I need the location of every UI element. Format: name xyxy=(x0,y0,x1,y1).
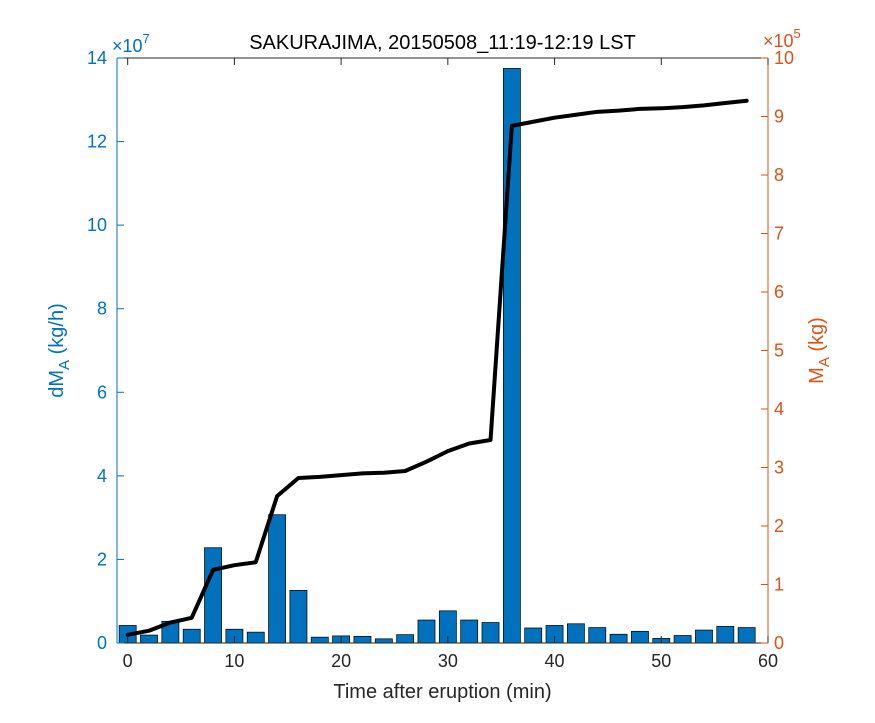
y-right-tick-label: 10 xyxy=(774,48,794,68)
y-left-tick-label: 8 xyxy=(97,299,107,319)
y-left-multiplier-exponent: 7 xyxy=(143,31,150,46)
x-tick-label: 60 xyxy=(758,651,778,671)
y-right-tick-label: 9 xyxy=(774,107,784,127)
bar xyxy=(204,547,222,644)
cumulative-mass-line xyxy=(125,98,749,637)
bar xyxy=(716,625,735,644)
bar xyxy=(374,638,393,644)
y-right-axis-label-unit: (kg) xyxy=(806,317,828,357)
y-right-tick-label: 2 xyxy=(774,516,784,536)
bar xyxy=(460,619,479,644)
y-left-tick-label: 12 xyxy=(87,132,107,152)
x-tick-label: 0 xyxy=(123,651,133,671)
bar xyxy=(353,635,372,644)
x-tick-label: 40 xyxy=(545,651,565,671)
bar xyxy=(695,629,713,644)
y-left-tick-label: 6 xyxy=(97,382,107,402)
y-left-tick-label: 14 xyxy=(87,48,107,68)
bar xyxy=(588,627,607,644)
bar xyxy=(609,633,628,644)
bar xyxy=(396,634,415,644)
y-left-axis-label-subscript: A xyxy=(56,360,73,370)
y-left-axis-label-main: dM xyxy=(46,370,68,398)
x-axis-label: Time after eruption (min) xyxy=(333,681,551,703)
y-right-tick-label: 4 xyxy=(774,399,784,419)
bar xyxy=(417,619,436,644)
y-right-tick-label: 7 xyxy=(774,224,784,244)
y-left-tick-label: 10 xyxy=(87,215,107,235)
y-right-tick-label: 3 xyxy=(774,458,784,478)
y-left-tick-label: 4 xyxy=(97,466,107,486)
y-left-tick-label: 0 xyxy=(97,633,107,653)
bar xyxy=(673,635,692,644)
bar xyxy=(140,634,158,644)
bar xyxy=(737,627,756,644)
bar xyxy=(481,622,500,644)
x-tick-label: 10 xyxy=(224,651,244,671)
bar xyxy=(310,636,329,644)
y-right-axis-label-subscript: A xyxy=(816,357,833,367)
x-tick-label: 30 xyxy=(438,651,458,671)
bar xyxy=(524,627,543,644)
y-left-axis-label-unit: (kg/h) xyxy=(46,303,68,360)
y-left-multiplier: ×107 xyxy=(112,31,150,56)
y-right-tick-label: 8 xyxy=(774,165,784,185)
y-right-tick-label: 6 xyxy=(774,282,784,302)
bar xyxy=(631,630,649,644)
y-right-axis-label: MA (kg) xyxy=(806,317,833,384)
bar xyxy=(182,628,201,644)
x-tick-label: 50 xyxy=(651,651,671,671)
y-right-tick-label: 0 xyxy=(774,633,784,653)
y-left-axis-label: dMA (kg/h) xyxy=(46,303,73,398)
y-right-tick-label: 1 xyxy=(774,575,784,595)
x-tick-label: 20 xyxy=(331,651,351,671)
y-left-tick-label: 2 xyxy=(97,549,107,569)
y-right-multiplier: ×105 xyxy=(763,26,801,51)
bar xyxy=(289,589,308,644)
y-right-tick-label: 5 xyxy=(774,341,784,361)
bar xyxy=(268,514,286,644)
bar xyxy=(246,631,265,644)
y-right-multiplier-exponent: 5 xyxy=(794,26,801,41)
y-right-axis-label-main: M xyxy=(806,367,828,384)
bar xyxy=(567,623,585,644)
chart-title: SAKURAJIMA, 20150508_11:19-12:19 LST xyxy=(249,32,636,54)
